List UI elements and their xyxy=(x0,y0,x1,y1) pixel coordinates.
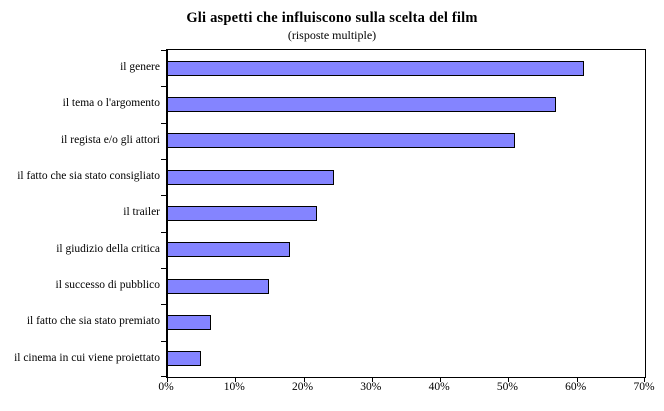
x-axis-tick xyxy=(303,377,305,382)
y-axis-category-labels: il genere il tema o l'argomento il regista… xyxy=(0,49,160,376)
x-tick-label: 40% xyxy=(428,381,450,393)
y-axis-tick xyxy=(161,159,167,160)
bar-1 xyxy=(167,60,584,76)
y-axis-tick xyxy=(161,304,167,306)
category-label: il giudizio della critica xyxy=(56,242,160,255)
y-axis-tick xyxy=(161,122,167,124)
category-label: il cinema in cui viene proiettato xyxy=(14,351,160,364)
y-axis-tick xyxy=(161,50,167,51)
x-axis-tick xyxy=(508,377,510,382)
category-label: il genere xyxy=(120,61,160,74)
x-axis-tick xyxy=(235,377,237,382)
category-label: il successo di pubblico xyxy=(55,279,160,292)
category-label: il tema o l'argomento xyxy=(62,97,160,110)
bar-3 xyxy=(167,133,516,149)
bar-4 xyxy=(167,169,335,185)
bar-8 xyxy=(167,315,212,330)
bar-6 xyxy=(167,242,290,258)
x-tick-label: 60% xyxy=(565,381,587,393)
bar-9 xyxy=(167,351,202,367)
chart-subtitle: (risposte multiple) xyxy=(287,28,377,42)
category-label: il trailer xyxy=(123,206,160,219)
x-axis-tick xyxy=(167,377,168,382)
y-axis-tick xyxy=(161,340,167,342)
x-tick-label: 20% xyxy=(292,381,314,393)
x-axis-tick xyxy=(440,377,442,382)
x-tick-label: 0% xyxy=(158,381,174,393)
y-axis-tick xyxy=(161,86,167,88)
x-tick-label: 50% xyxy=(496,381,518,393)
y-axis-tick xyxy=(161,195,167,197)
category-label: il fatto che sia stato premiato xyxy=(26,315,160,328)
x-tick-label: 30% xyxy=(360,381,382,393)
x-axis-tick xyxy=(371,377,373,382)
x-tick-label: 10% xyxy=(223,381,245,393)
bar-7 xyxy=(167,278,270,294)
category-label: il regista e/o gli attori xyxy=(60,133,160,146)
bar-2 xyxy=(167,97,557,112)
plot-area xyxy=(161,49,646,382)
x-axis-tick xyxy=(644,377,645,382)
x-axis-tick-labels: 0% 10% 20% 30% 40% 50% 60% 70% xyxy=(158,381,654,401)
y-axis-tick xyxy=(161,231,167,233)
y-axis-tick xyxy=(161,376,167,377)
chart-title: Gli aspetti che influiscono sulla scelta… xyxy=(186,10,478,26)
x-tick-label: 70% xyxy=(633,381,655,393)
category-label: il fatto che sia stato consigliato xyxy=(17,170,160,183)
x-axis-tick xyxy=(576,377,578,382)
bar-5 xyxy=(167,206,318,221)
y-axis-tick xyxy=(161,268,167,269)
